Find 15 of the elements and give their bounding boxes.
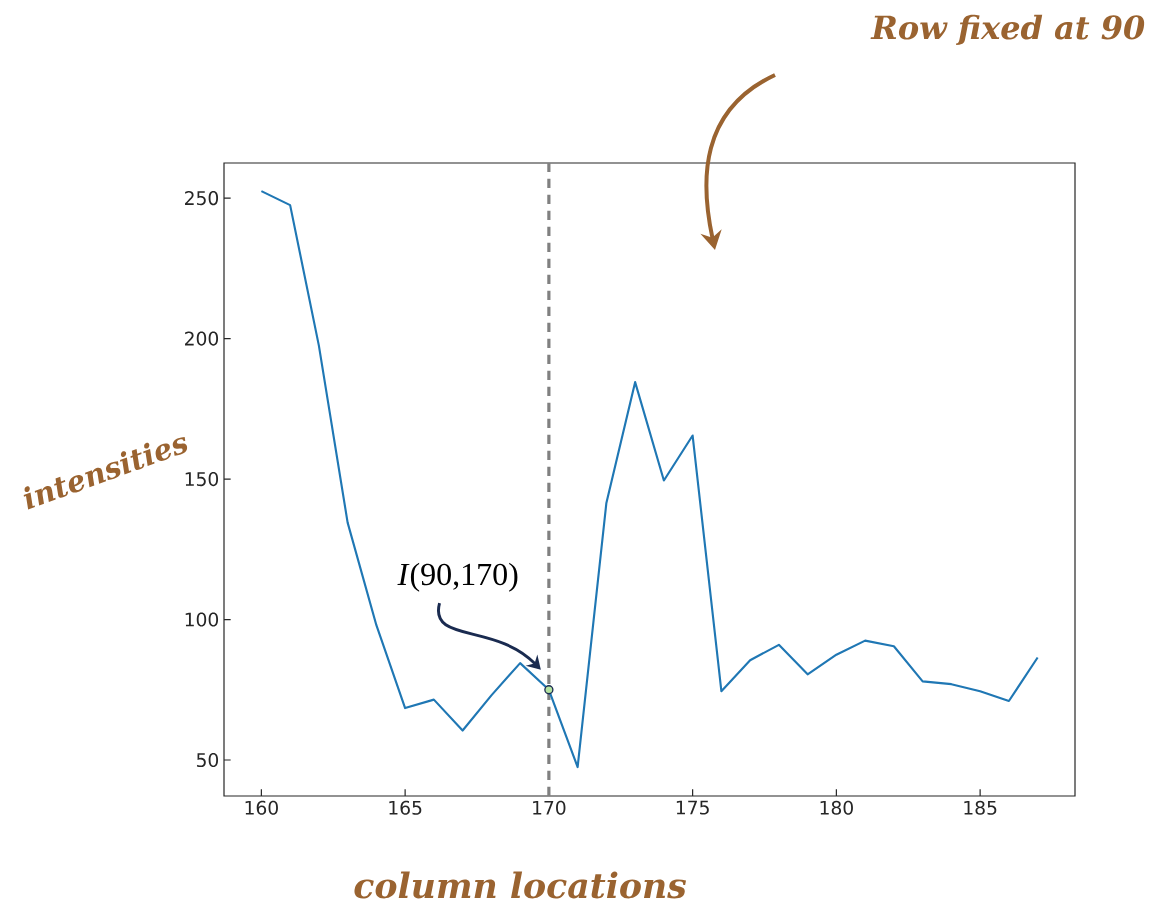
x-tick-label: 185: [964, 800, 997, 815]
y-tick-label: 200: [185, 331, 219, 346]
x-tick-label: 165: [389, 800, 422, 815]
x-tick-label: 160: [245, 800, 278, 815]
line-series: [260, 190, 1039, 769]
y-tick-label: 100: [185, 612, 219, 627]
annotation: I(90,170): [397, 562, 518, 592]
text: Row fixed at 90: [870, 14, 1145, 46]
x-axis-title: column locations: [354, 871, 687, 899]
x-tick-label: 180: [820, 800, 853, 815]
y-tick-label: 150: [185, 472, 219, 487]
y-tick-label: 250: [185, 191, 219, 206]
x-tick-label: 175: [676, 800, 709, 815]
x-tick-label: 170: [533, 800, 566, 815]
y-tick-label: 50: [196, 752, 219, 768]
